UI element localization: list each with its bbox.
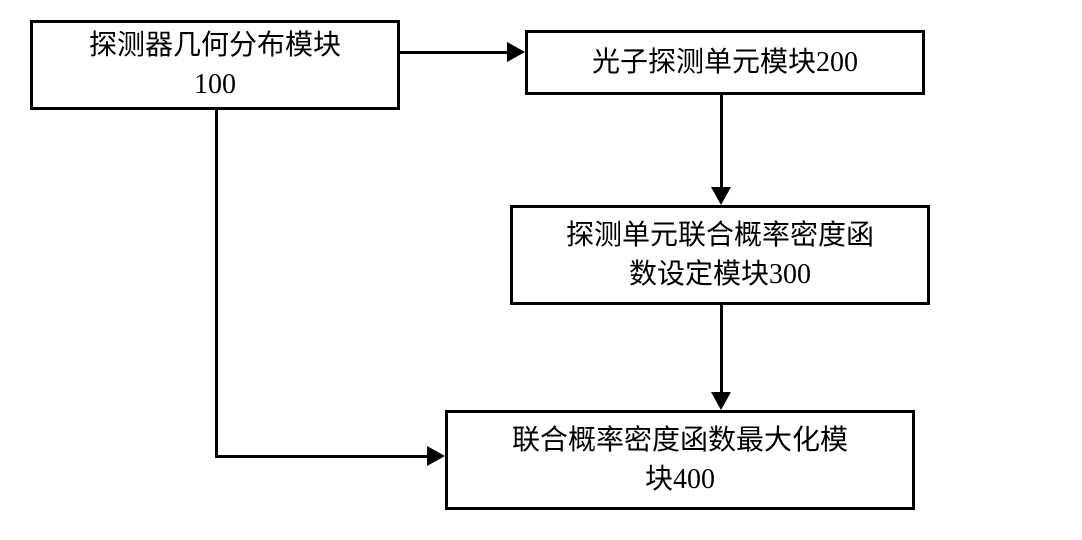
- node-module-400: 联合概率密度函数最大化模块400: [445, 410, 915, 510]
- node-label: 光子探测单元模块200: [592, 43, 858, 82]
- node-module-100: 探测器几何分布模块100: [30, 20, 400, 110]
- node-label: 联合概率密度函数最大化模块400: [512, 421, 848, 499]
- node-module-200: 光子探测单元模块200: [525, 30, 925, 95]
- flowchart-container: 探测器几何分布模块100 光子探测单元模块200 探测单元联合概率密度函数设定模…: [0, 0, 1082, 540]
- node-module-300: 探测单元联合概率密度函数设定模块300: [510, 205, 930, 305]
- node-label: 探测单元联合概率密度函数设定模块300: [566, 216, 874, 294]
- node-label: 探测器几何分布模块100: [89, 26, 341, 104]
